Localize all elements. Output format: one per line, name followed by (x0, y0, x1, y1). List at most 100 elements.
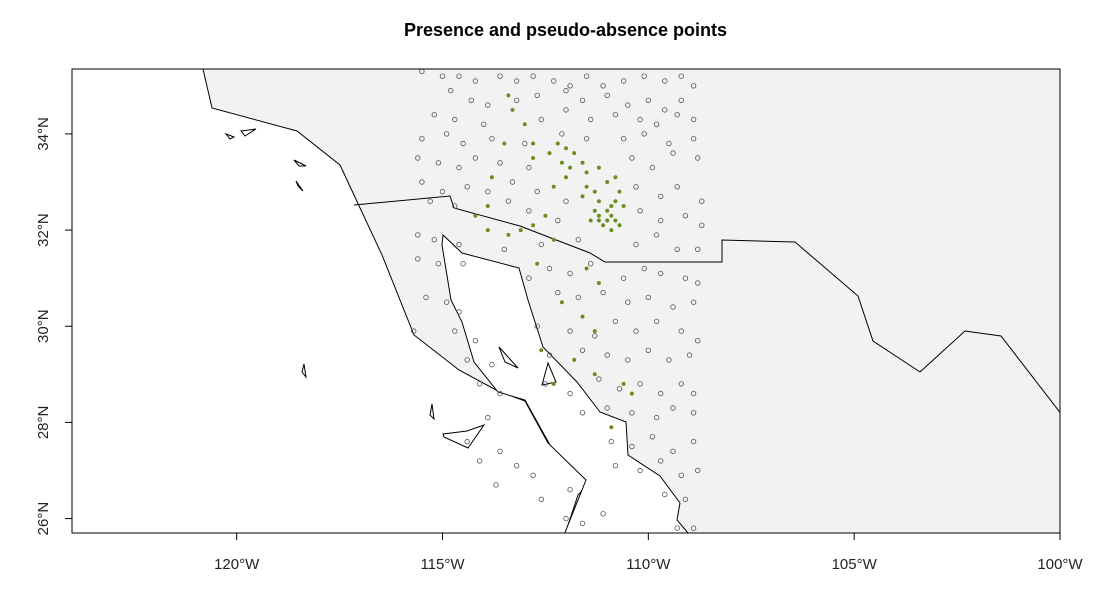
absence-point (637, 381, 643, 387)
x-tick-label: 105°W (832, 556, 878, 573)
absence-point (678, 381, 684, 387)
absence-point (460, 140, 466, 147)
absence-point (674, 246, 680, 252)
absence-point (435, 160, 442, 166)
absence-point (489, 135, 495, 142)
absence-point (415, 256, 421, 262)
absence-point (674, 525, 680, 531)
presence-point (489, 175, 494, 180)
absence-point (530, 73, 536, 79)
absence-point (526, 208, 532, 214)
absence-point (456, 241, 462, 248)
presence-point (485, 204, 490, 208)
absence-point (600, 511, 606, 517)
presence-point (510, 107, 515, 112)
presence-point (572, 151, 577, 156)
absence-point (592, 333, 598, 339)
absence-point (538, 241, 544, 248)
map-title: Presence and pseudo-absence points (403, 20, 728, 40)
y-tick-label: 32°N (35, 213, 52, 247)
absence-point (579, 410, 586, 416)
absence-point (682, 212, 689, 219)
absence-point (542, 381, 549, 387)
absence-point (690, 135, 697, 142)
absence-point (534, 323, 540, 329)
presence-point (596, 199, 601, 204)
absence-point (563, 198, 569, 204)
absence-point (637, 467, 643, 474)
presence-point (572, 357, 577, 362)
absence-point (415, 155, 421, 161)
absence-point (678, 472, 684, 478)
absence-point (690, 438, 697, 445)
absence-point (588, 116, 594, 123)
presence-point (617, 223, 622, 228)
absence-point (658, 217, 664, 224)
presence-point (568, 165, 573, 170)
absence-point (579, 97, 586, 103)
absence-point (699, 198, 705, 204)
absence-point (563, 515, 569, 522)
absence-point (419, 179, 425, 185)
absence-point (604, 92, 610, 99)
absence-point (612, 463, 619, 469)
absence-point (567, 390, 573, 397)
absence-point (682, 496, 689, 502)
absence-point (575, 294, 581, 301)
presence-point (592, 329, 597, 334)
absence-point (575, 236, 581, 243)
absence-point (662, 491, 668, 498)
island-5 (301, 363, 307, 379)
absence-point (633, 241, 639, 248)
absence-point (538, 116, 544, 123)
absence-point (513, 463, 520, 469)
absence-point (653, 318, 660, 325)
absence-point (653, 414, 660, 421)
absence-point (695, 338, 701, 344)
absence-point (658, 270, 664, 277)
absence-point (633, 328, 639, 334)
absence-point (464, 357, 470, 363)
presence-point (596, 213, 601, 218)
absence-point (653, 121, 660, 127)
island-6 (429, 403, 435, 421)
y-tick-label: 34°N (35, 117, 52, 151)
absence-point (538, 496, 544, 502)
presence-point (580, 314, 585, 319)
absence-point (674, 184, 680, 190)
absence-point (641, 131, 647, 137)
absence-point (415, 232, 421, 238)
absence-point (662, 78, 668, 84)
absence-point (472, 155, 479, 161)
presence-point (609, 425, 614, 430)
y-tick-label: 26°N (35, 502, 52, 536)
plot-frame (71, 68, 1061, 534)
absence-point (505, 198, 512, 204)
absence-point (658, 458, 664, 464)
presence-point (629, 391, 634, 396)
absence-point (456, 164, 462, 171)
presence-point (531, 156, 536, 160)
absence-point (563, 87, 569, 94)
presence-point (621, 204, 626, 208)
absence-point (427, 198, 433, 204)
absence-point (563, 107, 569, 113)
absence-point (546, 265, 553, 272)
absence-point (546, 352, 553, 358)
gulf-of-california (441, 233, 689, 533)
island-8 (541, 361, 557, 386)
absence-point (456, 73, 462, 79)
absence-point (695, 246, 701, 252)
presence-point (564, 175, 568, 180)
presence-point (592, 189, 597, 194)
absence-point (472, 338, 479, 344)
absence-point (629, 155, 635, 161)
absence-point (690, 525, 697, 531)
x-axis: 120°W 115°W 110°W 105°W 100°W (214, 533, 1083, 573)
presence-point (559, 160, 564, 165)
absence-point (452, 116, 458, 123)
absence-point (637, 208, 643, 214)
absence-point (637, 116, 643, 123)
absence-point (555, 289, 561, 296)
absence-point (439, 73, 446, 79)
